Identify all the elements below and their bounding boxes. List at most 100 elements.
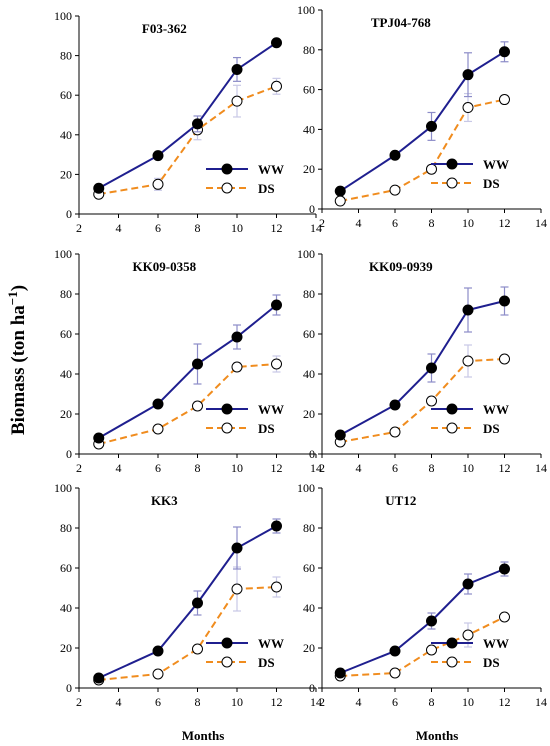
data-point [462, 578, 474, 590]
x-tick-label: 10 [231, 695, 243, 709]
legend-entry-ww: WW [206, 162, 284, 177]
x-tick-label: 4 [116, 461, 122, 475]
y-tick-label: 80 [60, 49, 72, 63]
y-tick-label: 60 [60, 327, 72, 341]
y-tick-label: 60 [303, 327, 315, 341]
data-point [152, 668, 164, 680]
y-tick-label: 80 [303, 521, 315, 535]
series-line [98, 363, 277, 445]
data-point [389, 399, 401, 411]
series-ww [334, 286, 510, 441]
x-tick-label: 14 [310, 461, 322, 475]
x-tick-label: 14 [535, 216, 547, 230]
y-tick-label: 100 [297, 481, 315, 495]
data-point [271, 581, 282, 593]
legend-marker [446, 158, 458, 170]
legend-marker [446, 656, 458, 668]
legend-marker [221, 637, 233, 649]
legend-entry-ww: WW [206, 636, 284, 651]
data-point [499, 353, 510, 365]
y-tick-label: 100 [54, 247, 72, 261]
x-tick-label: 2 [319, 695, 325, 709]
x-tick-label: 14 [535, 695, 547, 709]
legend-marker [446, 403, 458, 415]
data-point [152, 423, 164, 435]
panel-title: KK09-0939 [369, 259, 433, 274]
x-tick-label: 2 [319, 216, 325, 230]
data-point [271, 299, 282, 311]
data-point [192, 597, 203, 609]
x-tick-label: 14 [310, 695, 322, 709]
x-tick-label: 6 [392, 216, 398, 230]
series-ds [334, 92, 510, 207]
x-tick-label: 14 [310, 221, 322, 235]
x-tick-label: 8 [429, 695, 435, 709]
x-tick-label: 12 [499, 461, 511, 475]
data-point [426, 644, 437, 656]
data-point [426, 395, 437, 407]
data-point [499, 611, 510, 623]
series-line [340, 358, 505, 443]
legend-entry-ds: DS [206, 655, 275, 670]
data-point [93, 672, 105, 684]
data-point [389, 645, 401, 657]
legend-label: DS [483, 421, 500, 436]
data-point [192, 358, 203, 370]
chart-panel-4: 0 20 40 60 80 100 2 4 6 8 10 12 14 KK09-0939 WW DS [297, 247, 547, 475]
y-tick-label: 0 [66, 207, 72, 221]
legend-entry-ww: WW [431, 157, 509, 172]
data-point [426, 362, 437, 374]
y-tick-label: 40 [60, 367, 72, 381]
x-axis-title-right: Months [416, 728, 459, 743]
data-point [271, 80, 282, 92]
x-tick-label: 10 [462, 216, 474, 230]
y-tick-label: 40 [303, 122, 315, 136]
legend-entry-ww: WW [431, 636, 509, 651]
y-tick-label: 80 [303, 287, 315, 301]
series-line [340, 98, 505, 203]
x-tick-label: 10 [462, 695, 474, 709]
legend-label: WW [258, 636, 284, 651]
data-point [152, 178, 164, 190]
series-ww [334, 41, 510, 197]
x-tick-label: 8 [195, 221, 201, 235]
x-tick-label: 2 [319, 461, 325, 475]
x-tick-label: 4 [356, 461, 362, 475]
x-tick-label: 8 [195, 695, 201, 709]
legend-marker [221, 403, 233, 415]
panel-title: F03-362 [142, 21, 187, 36]
legend-marker [446, 637, 458, 649]
data-point [231, 542, 243, 554]
legend-label: DS [483, 655, 500, 670]
x-tick-label: 6 [392, 461, 398, 475]
data-point [93, 182, 105, 194]
y-tick-label: 0 [309, 447, 315, 461]
legend-entry-ds: DS [431, 176, 500, 191]
y-tick-label: 60 [303, 561, 315, 575]
y-tick-label: 20 [60, 407, 72, 421]
legend-label: WW [258, 402, 284, 417]
data-point [271, 520, 282, 532]
legend-label: DS [258, 421, 275, 436]
y-tick-label: 0 [66, 681, 72, 695]
y-axis-title-exponent: −1 [5, 291, 20, 305]
y-tick-label: 100 [54, 9, 72, 23]
y-tick-label: 100 [54, 481, 72, 495]
data-point [462, 629, 474, 641]
y-tick-label: 0 [309, 681, 315, 695]
series-ds [93, 77, 282, 200]
series-line [98, 304, 278, 439]
panel-title: KK3 [151, 493, 178, 508]
x-tick-label: 14 [535, 461, 547, 475]
series-line [340, 616, 505, 677]
data-point [271, 358, 282, 370]
data-point [389, 667, 401, 679]
series-ww [93, 37, 282, 194]
legend-label: WW [483, 402, 509, 417]
legend-label: WW [483, 157, 509, 172]
y-tick-label: 40 [60, 128, 72, 142]
data-point [231, 63, 243, 75]
